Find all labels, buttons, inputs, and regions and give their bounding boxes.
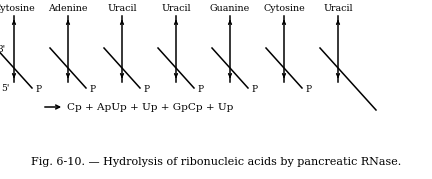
Text: P: P [143, 84, 149, 93]
Text: Cp + ApUp + Up + GpCp + Up: Cp + ApUp + Up + GpCp + Up [67, 103, 233, 112]
Text: 5': 5' [2, 84, 10, 93]
Text: P: P [35, 84, 41, 93]
Text: Uracil: Uracil [161, 4, 191, 13]
Text: Uracil: Uracil [107, 4, 137, 13]
Text: P: P [305, 84, 311, 93]
Text: P: P [251, 84, 257, 93]
Text: 3': 3' [0, 45, 6, 54]
Text: P: P [197, 84, 203, 93]
Text: Guanine: Guanine [210, 4, 250, 13]
Text: Fig. 6-10. — Hydrolysis of ribonucleic acids by pancreatic RNase.: Fig. 6-10. — Hydrolysis of ribonucleic a… [31, 157, 401, 167]
Text: P: P [89, 84, 95, 93]
Text: Cytosine: Cytosine [263, 4, 305, 13]
Text: Adenine: Adenine [48, 4, 88, 13]
Text: Cytosine: Cytosine [0, 4, 35, 13]
Text: Uracil: Uracil [323, 4, 353, 13]
